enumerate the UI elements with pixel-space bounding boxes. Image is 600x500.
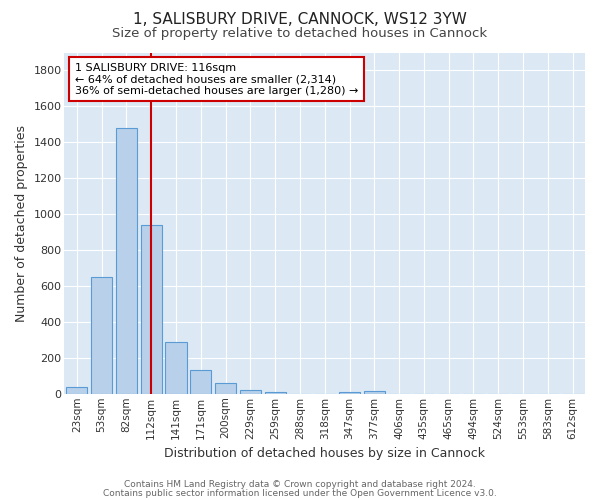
Bar — [140, 225, 162, 394]
Bar — [265, 392, 286, 394]
Bar — [67, 386, 88, 394]
Bar — [91, 277, 112, 394]
Bar — [116, 128, 137, 394]
Bar — [190, 370, 211, 394]
Bar — [215, 382, 236, 394]
Text: 1, SALISBURY DRIVE, CANNOCK, WS12 3YW: 1, SALISBURY DRIVE, CANNOCK, WS12 3YW — [133, 12, 467, 28]
Bar — [166, 342, 187, 394]
X-axis label: Distribution of detached houses by size in Cannock: Distribution of detached houses by size … — [164, 447, 485, 460]
Bar — [364, 390, 385, 394]
Text: Size of property relative to detached houses in Cannock: Size of property relative to detached ho… — [112, 28, 488, 40]
Bar — [240, 390, 261, 394]
Y-axis label: Number of detached properties: Number of detached properties — [15, 124, 28, 322]
Bar — [339, 392, 360, 394]
Text: 1 SALISBURY DRIVE: 116sqm
← 64% of detached houses are smaller (2,314)
36% of se: 1 SALISBURY DRIVE: 116sqm ← 64% of detac… — [75, 62, 358, 96]
Text: Contains HM Land Registry data © Crown copyright and database right 2024.: Contains HM Land Registry data © Crown c… — [124, 480, 476, 489]
Text: Contains public sector information licensed under the Open Government Licence v3: Contains public sector information licen… — [103, 488, 497, 498]
